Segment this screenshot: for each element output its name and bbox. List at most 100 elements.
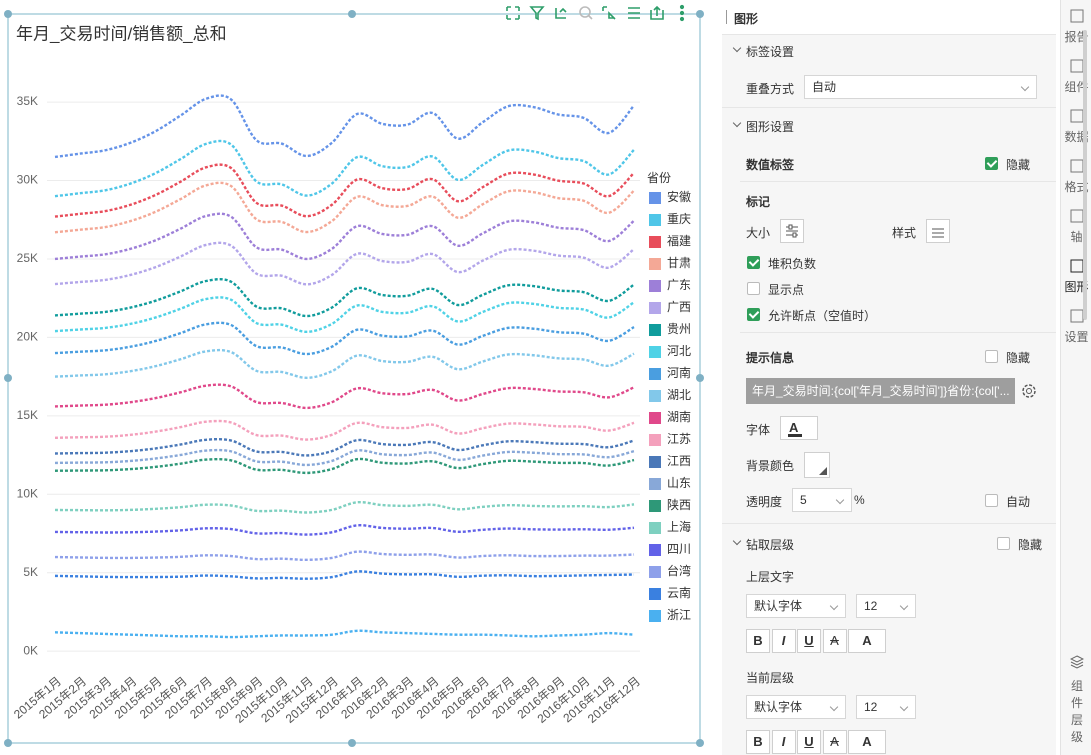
- panel-header: [722, 0, 1056, 35]
- legend-label[interactable]: 云南: [667, 585, 691, 600]
- legend-swatch[interactable]: [649, 346, 661, 358]
- legend-label[interactable]: 上海: [667, 519, 691, 534]
- legend-label[interactable]: 四川: [667, 542, 691, 556]
- legend-swatch[interactable]: [649, 412, 661, 424]
- legend-label[interactable]: 陕西: [667, 497, 691, 512]
- legend-swatch[interactable]: [649, 522, 661, 534]
- legend-swatch[interactable]: [649, 434, 661, 446]
- checkbox[interactable]: [747, 256, 760, 269]
- legend-swatch[interactable]: [649, 544, 661, 556]
- chevron[interactable]: [732, 43, 742, 53]
- section-title[interactable]: 钻取层级: [746, 538, 795, 552]
- section-title[interactable]: 图形设置: [746, 120, 795, 134]
- legend-swatch[interactable]: [649, 456, 661, 468]
- sidebar-tab[interactable]: 格式: [1061, 156, 1091, 202]
- field-label: 当前层级: [746, 671, 795, 685]
- select[interactable]: 自动: [804, 75, 1037, 99]
- legend-title: 省份: [647, 171, 671, 185]
- format-button[interactable]: U: [797, 629, 821, 653]
- format-button[interactable]: A: [822, 629, 847, 653]
- y-tick-label: 25K: [17, 251, 38, 265]
- format-button[interactable]: I: [771, 730, 796, 754]
- legend-swatch[interactable]: [649, 478, 661, 490]
- legend-swatch[interactable]: [649, 258, 661, 270]
- vertical-tab[interactable]: 组件层级: [1071, 679, 1084, 744]
- chart-toolbar[interactable]: [506, 4, 685, 22]
- opacity-input[interactable]: 5: [792, 488, 852, 512]
- sidebar-tab[interactable]: 报告: [1061, 6, 1091, 52]
- field-label: 数值标签: [746, 158, 795, 172]
- checkbox[interactable]: [747, 308, 760, 321]
- size-button[interactable]: [780, 219, 804, 243]
- format-button[interactable]: I: [771, 629, 796, 653]
- series-line: [54, 181, 635, 234]
- format-button[interactable]: B: [746, 730, 770, 754]
- legend-label[interactable]: 广西: [667, 300, 691, 314]
- legend-label[interactable]: 贵州: [667, 322, 691, 336]
- legend-label[interactable]: 山东: [667, 476, 691, 490]
- legend-swatch[interactable]: [649, 324, 661, 336]
- legend-swatch[interactable]: [649, 236, 661, 248]
- font-select[interactable]: 默认字体: [746, 695, 846, 719]
- legend-label[interactable]: 河北: [667, 344, 691, 358]
- legend-label[interactable]: 河南: [667, 365, 691, 380]
- legend-swatch[interactable]: [649, 610, 661, 622]
- bg-color[interactable]: [804, 452, 830, 478]
- tab-label: 报告: [1064, 30, 1089, 44]
- checkbox[interactable]: [997, 537, 1010, 550]
- size-select[interactable]: 12: [856, 594, 916, 618]
- legend-label[interactable]: 安徽: [667, 189, 691, 204]
- sidebar-tab[interactable]: 轴: [1061, 206, 1091, 252]
- tab-icon: [1070, 159, 1083, 173]
- legend-swatch[interactable]: [649, 390, 661, 402]
- font-color[interactable]: A: [780, 416, 818, 440]
- format-button[interactable]: B: [746, 629, 770, 653]
- legend-swatch[interactable]: [649, 214, 661, 226]
- sidebar-tab[interactable]: 组件: [1061, 56, 1091, 102]
- format-button[interactable]: A: [822, 730, 847, 754]
- legend-label[interactable]: 湖南: [667, 409, 691, 424]
- sidebar-scroll[interactable]: [1083, 30, 1087, 320]
- legend-swatch[interactable]: [649, 192, 661, 204]
- checkbox[interactable]: [985, 157, 998, 170]
- checkbox[interactable]: [747, 282, 760, 295]
- tooltip-template[interactable]: 年月_交易时间:{col['年月_交易时间']}省份:{col['...: [746, 378, 1015, 404]
- format-button[interactable]: U: [797, 730, 821, 754]
- sidebar-tab[interactable]: 图形: [1061, 256, 1091, 302]
- tab-icon: [1070, 309, 1083, 323]
- chevron[interactable]: [732, 536, 742, 546]
- checkbox-label: 隐藏: [1018, 538, 1043, 552]
- legend-swatch[interactable]: [649, 500, 661, 512]
- checkbox[interactable]: [985, 494, 998, 507]
- legend-label[interactable]: 福建: [667, 233, 691, 248]
- legend-label[interactable]: 湖北: [667, 387, 691, 402]
- legend-swatch[interactable]: [649, 368, 661, 380]
- legend-swatch[interactable]: [649, 280, 661, 292]
- legend-swatch[interactable]: [649, 588, 661, 600]
- legend-label[interactable]: 重庆: [667, 212, 691, 226]
- section-title[interactable]: 标签设置: [746, 45, 795, 59]
- settings-icon[interactable]: [1020, 382, 1038, 400]
- legend-swatch[interactable]: [649, 302, 661, 314]
- style-button[interactable]: [926, 219, 950, 243]
- chevron[interactable]: [732, 118, 742, 128]
- collapse-icon[interactable]: [726, 10, 728, 24]
- select-value: 自动: [812, 80, 837, 94]
- legend-swatch[interactable]: [649, 566, 661, 578]
- checkbox[interactable]: [985, 350, 998, 363]
- sidebar-tab[interactable]: 数据: [1061, 106, 1091, 152]
- template-text: 年月_交易时间:{col['年月_交易时间']}省份:{col['...: [752, 384, 1010, 398]
- legend-label[interactable]: 广东: [667, 278, 691, 292]
- font-select[interactable]: 默认字体: [746, 594, 846, 618]
- legend-label[interactable]: 江西: [667, 454, 691, 468]
- series-line: [54, 296, 635, 334]
- sidebar-tab[interactable]: 设置: [1061, 306, 1091, 352]
- legend-label[interactable]: 江苏: [667, 432, 691, 446]
- format-button[interactable]: A: [848, 730, 886, 754]
- legend-label[interactable]: 浙江: [667, 608, 691, 622]
- series-line: [54, 550, 635, 562]
- legend-label[interactable]: 台湾: [667, 563, 691, 578]
- legend-label[interactable]: 甘肃: [667, 256, 691, 270]
- format-button[interactable]: A: [848, 629, 886, 653]
- size-select[interactable]: 12: [856, 695, 916, 719]
